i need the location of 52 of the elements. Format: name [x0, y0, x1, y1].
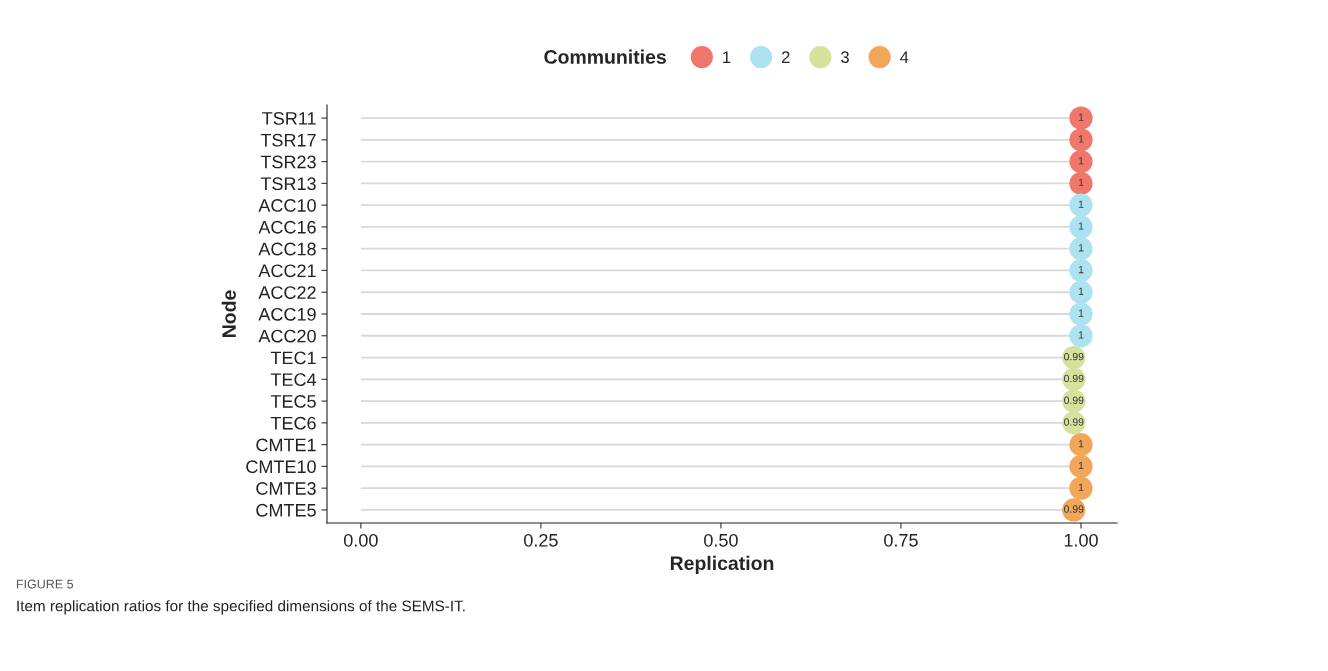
data-label: 1: [1078, 113, 1084, 121]
y-tick-label: CMTE5: [256, 503, 316, 517]
data-label: 1: [1078, 265, 1084, 274]
y-tick-label: ACC19: [258, 307, 316, 321]
y-tick-label: ACC21: [258, 264, 316, 278]
data-label: 0.99: [1064, 374, 1084, 383]
data-label: 1: [1078, 461, 1084, 470]
data-label: 1: [1078, 331, 1084, 339]
x-tick-label: 0.00: [343, 533, 378, 547]
y-tick-label: CMTE3: [256, 482, 316, 495]
data-label: 0.99: [1064, 505, 1084, 513]
y-tick-label: TEC6: [270, 416, 316, 430]
legend-label: 1: [723, 51, 731, 63]
legend-label: 4: [900, 51, 909, 63]
y-tick-label: TSR23: [260, 155, 316, 169]
y-tick-label: TEC4: [270, 373, 317, 387]
y-tick-label: TEC1: [270, 351, 316, 365]
data-label: 1: [1078, 483, 1084, 491]
x-tick-label: 0.50: [704, 533, 738, 547]
x-tick-label: 1.00: [1064, 533, 1098, 547]
legend-label: 2: [781, 51, 790, 63]
y-tick-label: ACC22: [258, 286, 316, 299]
y-tick-label: CMTE1: [256, 438, 316, 452]
y-tick-label: ACC20: [258, 329, 316, 343]
y-tick-label: TSR17: [260, 133, 316, 147]
y-tick-label: ACC18: [258, 242, 316, 256]
data-label: 1: [1078, 200, 1084, 208]
y-axis-title: Node: [221, 290, 236, 337]
legend-label: 3: [841, 51, 849, 64]
data-label: 1: [1078, 440, 1084, 448]
data-label: 0.99: [1064, 396, 1084, 404]
data-label: 0.99: [1064, 352, 1084, 361]
y-tick-label: TEC5: [270, 395, 316, 408]
data-label: 1: [1078, 309, 1084, 317]
data-label: 0.99: [1064, 418, 1084, 426]
y-tick-label: ACC16: [258, 220, 316, 234]
data-label: 1: [1078, 222, 1084, 230]
data-label: 1: [1078, 287, 1084, 295]
y-tick-label: ACC10: [258, 199, 316, 212]
data-label: 1: [1078, 244, 1084, 252]
y-tick-label: TSR11: [262, 112, 316, 125]
data-label: 1: [1078, 135, 1084, 143]
text: Item replication ratios for the specified dimensions of the SEMS-IT.: [17, 600, 465, 615]
x-tick-label: 0.75: [884, 533, 918, 547]
x-tick-label: 0.25: [524, 533, 558, 547]
legend-title: Communities: [544, 49, 666, 64]
caption: FIGURE 5: [16, 579, 74, 589]
y-tick-label: TSR13: [260, 177, 316, 191]
y-tick-label: CMTE10: [246, 460, 316, 474]
x-axis-title: Replication: [670, 555, 774, 574]
data-label: 1: [1078, 157, 1084, 165]
data-label: 1: [1078, 178, 1084, 187]
